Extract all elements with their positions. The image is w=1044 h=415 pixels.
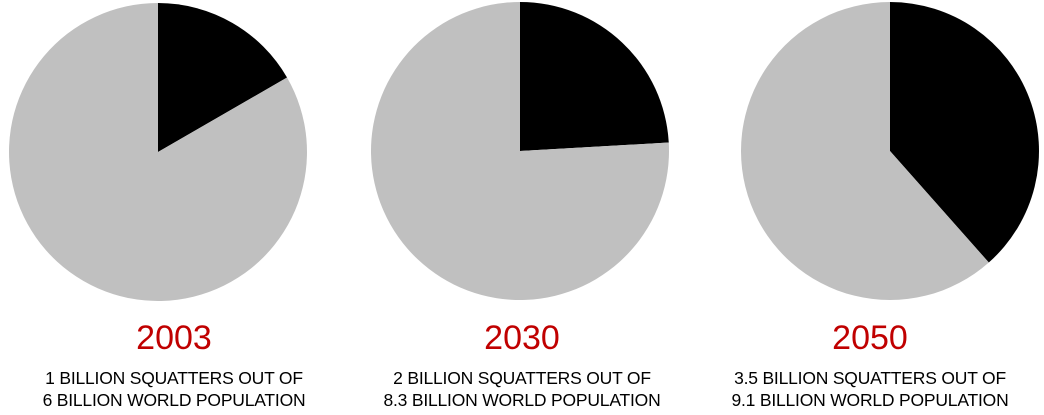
caption-line-1: 2 BILLION SQUATTERS OUT OF — [393, 368, 651, 388]
caption-2050: 3.5 BILLION SQUATTERS OUT OF 9.1 BILLION… — [696, 367, 1044, 411]
year-label-2050: 2050 — [832, 319, 908, 357]
pie-panel-2050: 2050 3.5 BILLION SQUATTERS OUT OF 9.1 BI… — [696, 0, 1044, 415]
pie-slice-rest — [8, 3, 308, 301]
caption-line-2: 8.3 BILLION WORLD POPULATION — [383, 390, 661, 410]
caption-line-2: 6 BILLION WORLD POPULATION — [42, 390, 306, 410]
pie-panel-2030: 2030 2 BILLION SQUATTERS OUT OF 8.3 BILL… — [348, 0, 696, 415]
pie-chart-2003 — [8, 3, 308, 301]
pie-slice-squatters — [520, 2, 669, 151]
year-label-2030: 2030 — [484, 319, 560, 357]
caption-2030: 2 BILLION SQUATTERS OUT OF 8.3 BILLION W… — [348, 367, 696, 411]
pie-slice-rest — [371, 2, 669, 300]
pie-slice-squatters — [890, 2, 1039, 263]
caption-line-2: 9.1 BILLION WORLD POPULATION — [731, 390, 1009, 410]
caption-2003: 1 BILLION SQUATTERS OUT OF 6 BILLION WOR… — [0, 367, 348, 411]
caption-line-1: 1 BILLION SQUATTERS OUT OF — [45, 368, 303, 388]
caption-line-1: 3.5 BILLION SQUATTERS OUT OF — [734, 368, 1006, 388]
pie-chart-2030 — [371, 2, 669, 300]
pie-chart-2050 — [741, 2, 1039, 300]
pie-slice-rest — [741, 2, 989, 300]
pie-slice-squatters — [158, 3, 288, 152]
year-label-2003: 2003 — [136, 319, 212, 357]
pie-panel-2003: 2003 1 BILLION SQUATTERS OUT OF 6 BILLIO… — [0, 0, 348, 415]
